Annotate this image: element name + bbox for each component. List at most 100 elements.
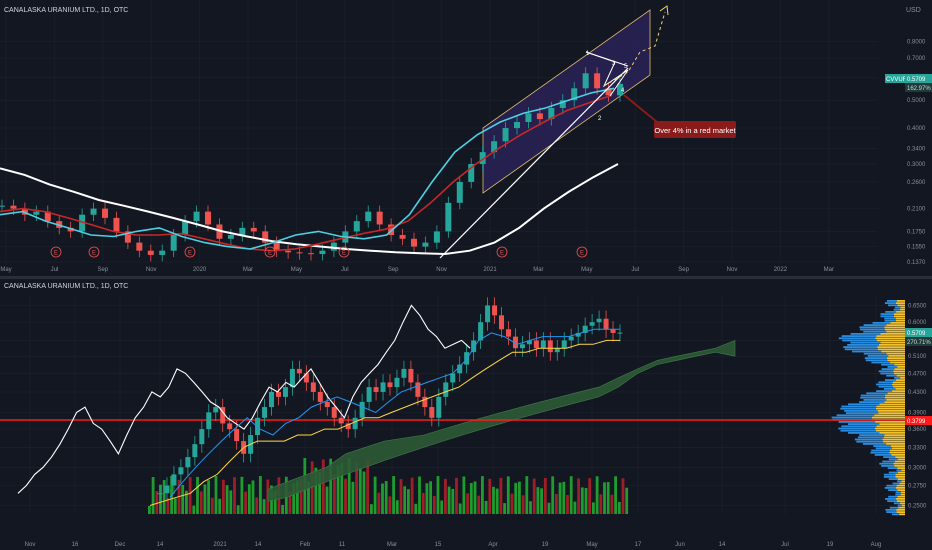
volume-profile-bar-up bbox=[883, 388, 896, 390]
volume-profile-bar-down bbox=[892, 383, 905, 386]
volume-profile-bar-up bbox=[887, 467, 898, 469]
volume-profile-bar-up bbox=[852, 350, 882, 353]
volume-profile-bar-down bbox=[894, 460, 905, 463]
bottom-candle bbox=[289, 368, 295, 388]
volume-bar bbox=[229, 490, 233, 514]
projection-dashed-path[interactable] bbox=[603, 11, 666, 87]
bottom-time-tick: Jun bbox=[675, 542, 685, 548]
volume-bar bbox=[384, 481, 388, 514]
volume-bar bbox=[192, 505, 196, 514]
top-candle bbox=[536, 113, 543, 120]
top-candle bbox=[227, 235, 234, 239]
top-candle bbox=[491, 141, 498, 153]
volume-profile-bar-down bbox=[878, 412, 905, 414]
volume-bar bbox=[188, 477, 192, 514]
volume-profile-bar-down bbox=[901, 469, 905, 472]
volume-bar bbox=[392, 476, 395, 514]
top-candle bbox=[353, 221, 360, 232]
bottom-time-tick: 14 bbox=[255, 542, 262, 548]
top-time-axis[interactable]: May Jul Sep Nov 2020 Mar May Jul Sep Nov 2021 Mar Ma… bbox=[0, 267, 834, 273]
bottom-price-tick: 0.6500 bbox=[908, 303, 927, 309]
bottom-last-price-badge bbox=[905, 328, 932, 337]
volume-profile-bar-down bbox=[900, 306, 905, 309]
top-candle bbox=[193, 211, 200, 222]
earnings-marker bbox=[264, 246, 276, 258]
volume-bar bbox=[225, 485, 229, 514]
wave-label-4: 4 bbox=[621, 88, 625, 94]
volume-profile-bar-up bbox=[840, 407, 876, 410]
bottom-time-tick: Aug bbox=[871, 542, 882, 548]
volume-bar bbox=[529, 501, 532, 514]
volume-profile-bar-down bbox=[893, 370, 905, 373]
bottom-price-tick: 0.5100 bbox=[908, 354, 927, 360]
last-price-label: 0.5709 bbox=[907, 77, 926, 83]
last-price-badge bbox=[905, 74, 932, 83]
top-time-tick: Jul bbox=[51, 267, 59, 273]
annotation-box[interactable] bbox=[654, 121, 736, 138]
volume-profile-bar-down bbox=[886, 352, 905, 355]
bottom-time-tick: Apr bbox=[488, 542, 497, 548]
top-candle bbox=[456, 181, 463, 203]
volume-profile-bar-up bbox=[892, 482, 900, 485]
support-trendline[interactable] bbox=[439, 67, 629, 259]
bottom-time-axis[interactable]: Nov 16 Dec 14 2021 14 Feb 11 Mar 15 Apr 19 May 17 Jun 1… bbox=[25, 542, 882, 548]
volume-bar bbox=[477, 495, 481, 514]
top-currency-label: USD bbox=[906, 7, 921, 14]
volume-profile-bar-down bbox=[896, 511, 905, 513]
earnings-marker bbox=[184, 246, 196, 258]
top-candle bbox=[422, 242, 429, 247]
wave-label-1: 1 bbox=[586, 51, 590, 57]
top-price-tick: 0.7000 bbox=[907, 56, 926, 62]
volume-bar bbox=[358, 468, 362, 514]
volume-bar bbox=[307, 481, 310, 514]
volume-profile-bar-up bbox=[847, 423, 880, 425]
volume-profile-bar-down bbox=[896, 379, 905, 381]
volume-bar bbox=[543, 478, 547, 514]
top-candle bbox=[330, 242, 337, 251]
volume-bar bbox=[440, 500, 444, 514]
volume-profile-bar-up bbox=[873, 445, 891, 447]
volume-profile-bar-up bbox=[860, 396, 885, 399]
bottom-candle bbox=[380, 382, 386, 392]
bottom-price-axis[interactable]: 0.65000.60000.55000.51000.47000.43000.39… bbox=[908, 303, 927, 509]
volume-profile-bar-down bbox=[897, 467, 905, 469]
earnings-marker-label: E bbox=[342, 251, 346, 257]
bottom-grid bbox=[0, 296, 905, 514]
volume-bar bbox=[562, 481, 566, 514]
volume-bar bbox=[259, 476, 262, 514]
lagging-span-line bbox=[17, 304, 471, 494]
volume-bar bbox=[551, 476, 555, 514]
volume-bar bbox=[247, 484, 251, 514]
bottom-price-tick: 0.2750 bbox=[908, 484, 927, 490]
volume-bar bbox=[599, 494, 603, 514]
volume-bar bbox=[407, 489, 410, 514]
top-panel-title: CANALASKA URANIUM LTD., 1D, OTC bbox=[4, 7, 128, 14]
bottom-candle bbox=[324, 401, 330, 408]
volume-profile-bar-up bbox=[896, 469, 902, 472]
earnings-marker bbox=[496, 246, 508, 258]
top-candle bbox=[502, 128, 509, 142]
top-time-tick: May bbox=[581, 267, 592, 273]
top-candle bbox=[216, 224, 223, 239]
volume-profile-bar-up bbox=[881, 368, 895, 370]
top-candle bbox=[136, 242, 143, 251]
volume-profile-bar-up bbox=[838, 421, 876, 423]
volume-profile-bar-down bbox=[885, 394, 905, 397]
volume-bar bbox=[218, 498, 222, 514]
volume-profile-bar-up bbox=[863, 324, 887, 326]
volume-bar bbox=[410, 477, 414, 514]
volume-bar bbox=[403, 486, 407, 514]
bottom-candle bbox=[171, 474, 177, 486]
volume-bar bbox=[532, 478, 536, 514]
top-candle bbox=[124, 231, 131, 243]
top-candle bbox=[319, 250, 326, 255]
bottom-candle bbox=[422, 396, 428, 408]
volume-profile-bar-up bbox=[885, 311, 897, 313]
volume-profile-bar-down bbox=[894, 313, 905, 315]
top-time-tick: Jul bbox=[631, 267, 639, 273]
panel-separator[interactable] bbox=[0, 276, 932, 279]
top-candle bbox=[205, 211, 211, 225]
volume-profile-bar-down bbox=[897, 478, 905, 480]
volume-profile-bar-up bbox=[888, 471, 898, 474]
volume-bar bbox=[210, 497, 214, 514]
